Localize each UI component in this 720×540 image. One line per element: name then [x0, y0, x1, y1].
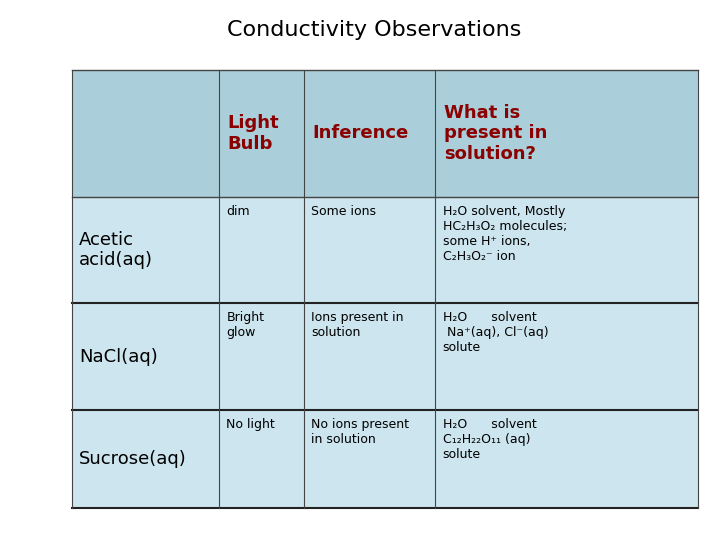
Bar	[304, 303, 436, 410]
Text: Inference: Inference	[312, 125, 409, 143]
Text: Light
Bulb: Light Bulb	[228, 114, 279, 153]
Text: No ions present
in solution: No ions present in solution	[311, 418, 409, 446]
Text: Acetic
acid(aq): Acetic acid(aq)	[79, 231, 153, 269]
Text: dim: dim	[226, 205, 250, 218]
Text: Conductivity Observations: Conductivity Observations	[228, 19, 521, 40]
Bar	[304, 197, 436, 303]
Bar	[436, 303, 698, 410]
Bar	[436, 410, 698, 508]
Bar	[72, 303, 219, 410]
Text: Sucrose(aq): Sucrose(aq)	[79, 450, 187, 468]
Bar	[72, 70, 219, 197]
Bar	[436, 197, 698, 303]
Text: H₂O solvent, Mostly
HC₂H₃O₂ molecules;
some H⁺ ions,
C₂H₃O₂⁻ ion: H₂O solvent, Mostly HC₂H₃O₂ molecules; s…	[443, 205, 567, 263]
Bar	[219, 303, 304, 410]
Bar	[436, 70, 698, 197]
Text: Bright
glow: Bright glow	[226, 312, 264, 340]
Bar	[304, 410, 436, 508]
Bar	[219, 410, 304, 508]
Text: NaCl(aq): NaCl(aq)	[79, 348, 158, 366]
Bar	[304, 70, 436, 197]
Bar	[219, 70, 304, 197]
Text: What is
present in
solution?: What is present in solution?	[444, 104, 547, 163]
Text: No light: No light	[226, 418, 275, 431]
Bar	[72, 410, 219, 508]
Bar	[219, 197, 304, 303]
Text: H₂O      solvent
C₁₂H₂₂O₁₁ (aq)
solute: H₂O solvent C₁₂H₂₂O₁₁ (aq) solute	[443, 418, 536, 461]
Text: H₂O      solvent
 Na⁺(aq), Cl⁻(aq)
solute: H₂O solvent Na⁺(aq), Cl⁻(aq) solute	[443, 312, 548, 354]
Bar	[72, 197, 219, 303]
Text: Ions present in
solution: Ions present in solution	[311, 312, 403, 340]
Text: Some ions: Some ions	[311, 205, 376, 218]
